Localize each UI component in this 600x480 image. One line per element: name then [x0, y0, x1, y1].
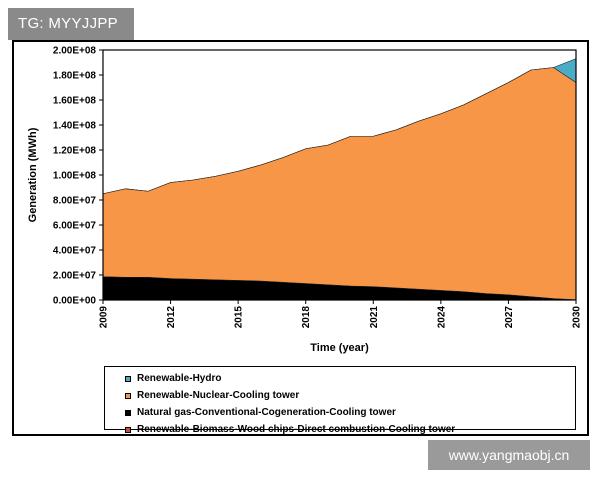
legend-item-natural-gas: Natural gas-Conventional-Cogeneration-Co…: [105, 404, 575, 421]
y-tick-label: 6.00E+07: [53, 221, 97, 232]
x-tick-label: 2012: [166, 306, 177, 329]
legend: Renewable-Hydro Renewable-Nuclear-Coolin…: [104, 366, 576, 435]
legend-swatch-nuclear: [125, 392, 131, 399]
x-axis-title: Time (year): [310, 342, 369, 354]
y-tick-label: 8.00E+07: [53, 196, 97, 207]
legend-item-nuclear: Renewable-Nuclear-Cooling tower: [105, 387, 575, 404]
y-tick-label: 1.20E+08: [53, 146, 97, 157]
watermark-top: TG: MYYJJPP: [8, 8, 134, 40]
legend-swatch-natural-gas: [125, 409, 131, 416]
legend-swatch-hydro: [125, 375, 131, 382]
legend-label-biomass: Renewable-Biomass-Wood chips-Direct comb…: [137, 424, 456, 435]
legend-item-biomass: Renewable-Biomass-Wood chips-Direct comb…: [105, 421, 575, 438]
x-axis-ticks: 2009 2012 2015 2018 2021 2024 2027 2030: [99, 300, 583, 328]
area-renewable-nuclear-cooling-tower: [102, 67, 577, 301]
legend-item-hydro: Renewable-Hydro: [105, 370, 575, 387]
y-tick-label: 4.00E+07: [53, 246, 97, 257]
x-tick-label: 2021: [369, 306, 380, 329]
legend-label-natural-gas: Natural gas-Conventional-Cogeneration-Co…: [137, 407, 396, 418]
y-tick-label: 1.00E+08: [53, 171, 97, 182]
x-tick-label: 2015: [234, 306, 245, 329]
y-tick-label: 2.00E+07: [53, 271, 97, 282]
y-tick-label: 1.60E+08: [53, 96, 97, 107]
legend-label-nuclear: Renewable-Nuclear-Cooling tower: [137, 390, 300, 401]
y-tick-label: 2.00E+08: [53, 46, 97, 57]
x-tick-label: 2009: [99, 306, 110, 329]
y-axis-title: Generation (MWh): [27, 127, 39, 222]
x-tick-label: 2027: [504, 306, 515, 329]
y-axis-ticks: 0.00E+00 2.00E+07 4.00E+07 6.00E+07 8.00E+07…: [53, 46, 103, 307]
watermark-bottom: www.yangmaobj.cn: [428, 440, 590, 470]
x-tick-label: 2018: [301, 306, 312, 329]
x-tick-label: 2030: [572, 306, 583, 329]
legend-swatch-biomass: [125, 426, 131, 433]
y-tick-label: 1.80E+08: [53, 71, 97, 82]
legend-label-hydro: Renewable-Hydro: [137, 373, 222, 384]
x-tick-label: 2024: [436, 306, 447, 329]
series-areas: [102, 58, 577, 301]
y-tick-label: 1.40E+08: [53, 121, 97, 132]
y-tick-label: 0.00E+00: [53, 296, 97, 307]
